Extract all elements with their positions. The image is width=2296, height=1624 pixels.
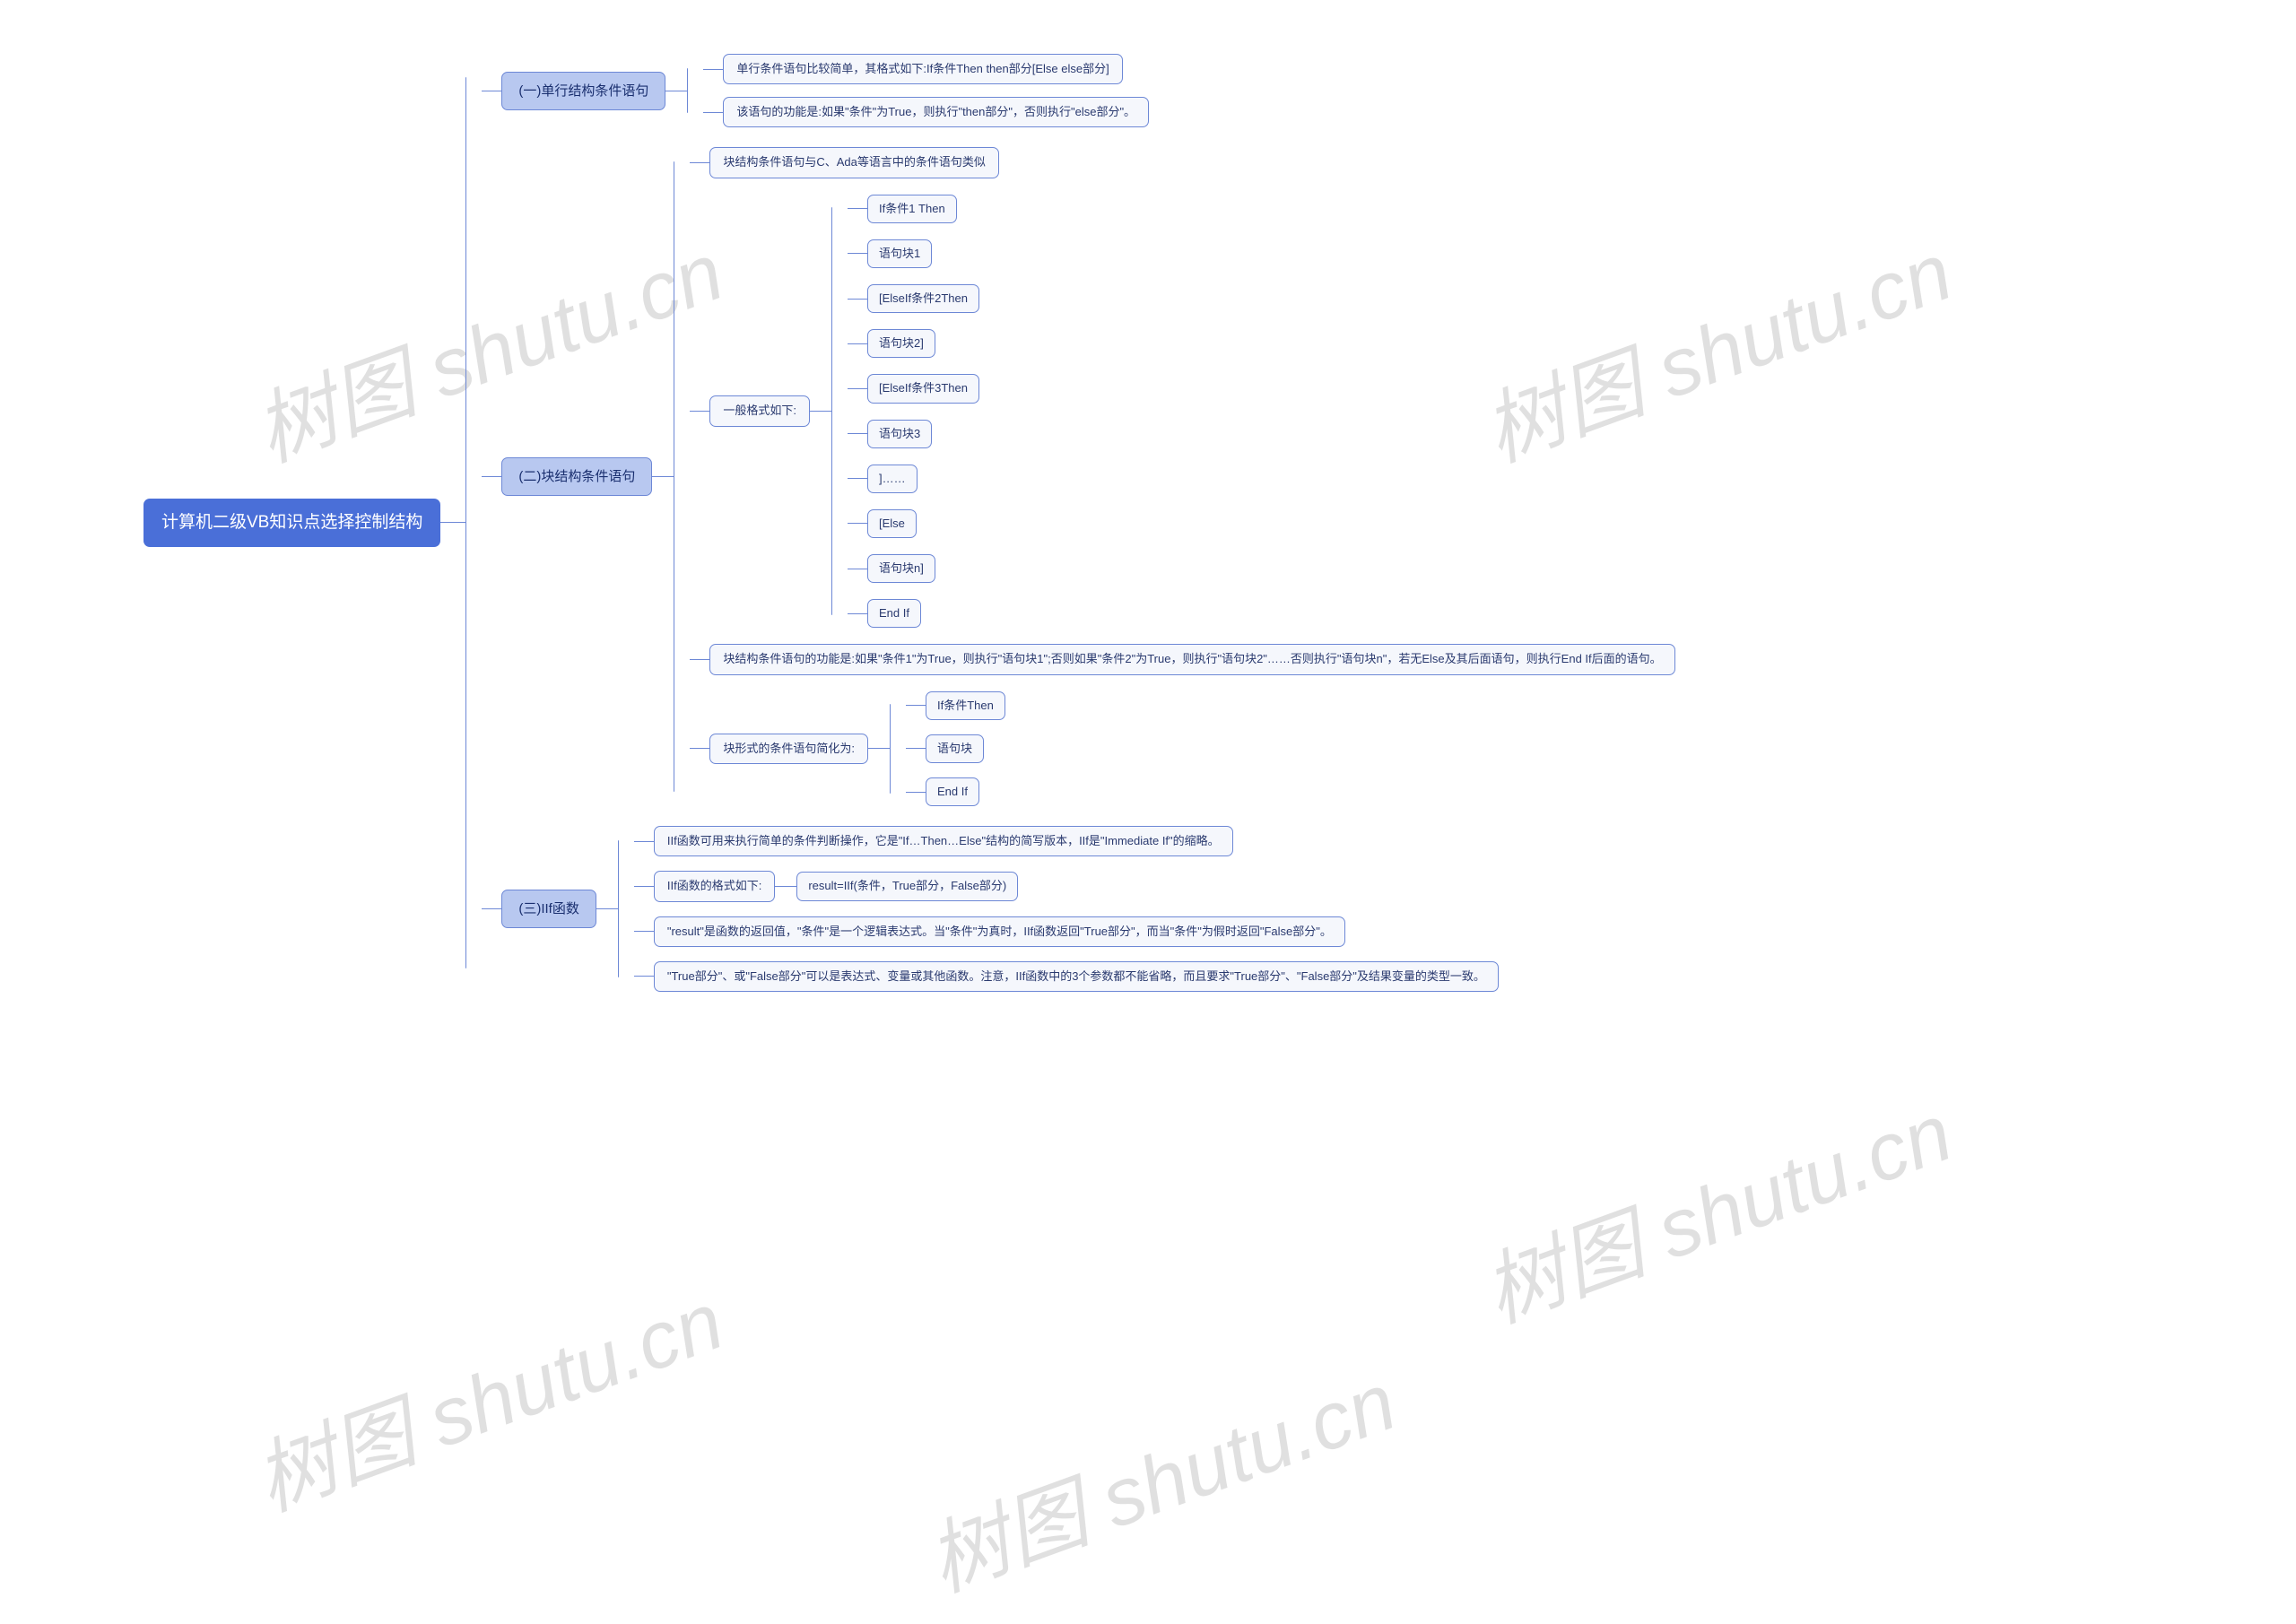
s3c2a: result=IIf(条件，True部分，False部分) xyxy=(796,872,1018,900)
s2c2g: ]…… xyxy=(867,465,918,493)
s2c2b: 语句块1 xyxy=(867,239,932,268)
s2c4b: 语句块 xyxy=(926,734,984,763)
s2c2c: [ElseIf条件2Then xyxy=(867,284,979,313)
section-2-row: (二)块结构条件语句 块结构条件语句与C、Ada等语言中的条件语句类似 xyxy=(482,147,1674,806)
s2-c2: 一般格式如下: xyxy=(709,395,810,426)
s2c2d: 语句块2] xyxy=(867,329,935,358)
watermark: 树图 shutu.cn xyxy=(237,1256,736,1533)
s2c2f: 语句块3 xyxy=(867,420,932,448)
section-2-node: (二)块结构条件语句 xyxy=(501,457,652,496)
watermark: 树图 shutu.cn xyxy=(1465,1068,1965,1345)
s2-c4: 块形式的条件语句简化为: xyxy=(709,734,868,764)
watermark: 树图 shutu.cn xyxy=(909,1337,1409,1614)
s3-c1: IIf函数可用来执行简单的条件判断操作，它是"If…Then…Else"结构的简… xyxy=(654,826,1233,856)
s3-c3: "result"是函数的返回值，"条件"是一个逻辑表达式。当"条件"为真时，II… xyxy=(654,916,1345,947)
section-1-node: (一)单行结构条件语句 xyxy=(501,72,665,110)
s1-c2: 该语句的功能是:如果"条件"为True，则执行"then部分"，否则执行"els… xyxy=(723,97,1149,127)
s3-c4: "True部分"、或"False部分"可以是表达式、变量或其他函数。注意，IIf… xyxy=(654,961,1499,992)
s2-c3: 块结构条件语句的功能是:如果"条件1"为True，则执行"语句块1";否则如果"… xyxy=(709,644,1674,674)
root-node: 计算机二级VB知识点选择控制结构 xyxy=(144,499,440,548)
mindmap: 计算机二级VB知识点选择控制结构 (一)单行结构条件语句 xyxy=(144,54,2278,992)
s2c2i: 语句块n] xyxy=(867,554,935,583)
s3-c2: IIf函数的格式如下: xyxy=(654,871,775,901)
section-3-node: (三)IIf函数 xyxy=(501,890,596,928)
section-3-row: (三)IIf函数 IIf函数可用来执行简单的条件判断操作，它是"If…Then…… xyxy=(482,826,1674,992)
s2c4c: End If xyxy=(926,777,979,806)
section-1-row: (一)单行结构条件语句 单行条件语句比较简单，其格式如下:If条件Then th… xyxy=(482,54,1674,127)
s2-c1: 块结构条件语句与C、Ada等语言中的条件语句类似 xyxy=(709,147,999,178)
root-fork: (一)单行结构条件语句 单行条件语句比较简单，其格式如下:If条件Then th… xyxy=(440,54,1674,992)
s2c2j: End If xyxy=(867,599,921,628)
s2c2h: [Else xyxy=(867,509,917,538)
s2c2e: [ElseIf条件3Then xyxy=(867,374,979,403)
s1-c1: 单行条件语句比较简单，其格式如下:If条件Then then部分[Else el… xyxy=(723,54,1122,84)
s2c4a: If条件Then xyxy=(926,691,1005,720)
s2c2a: If条件1 Then xyxy=(867,195,957,223)
